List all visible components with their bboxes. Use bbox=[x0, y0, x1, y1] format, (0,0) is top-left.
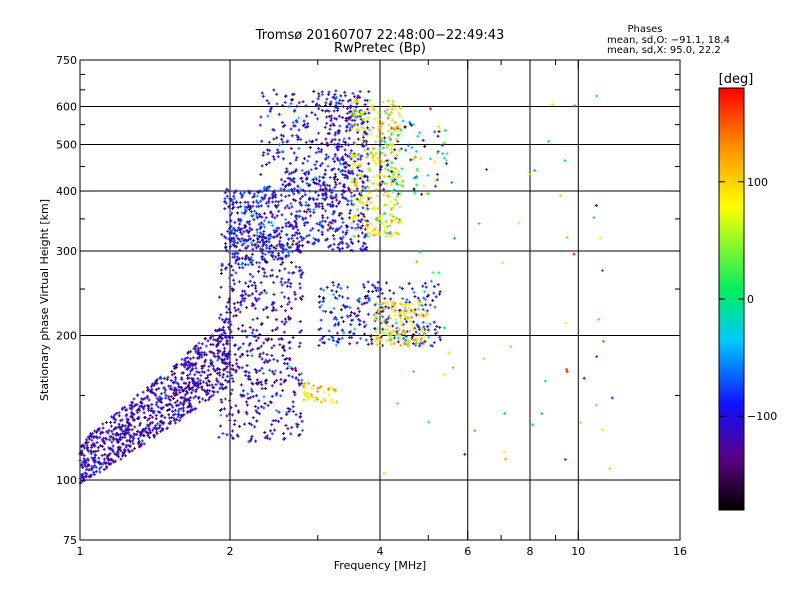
phase-stats-o: mean, sd,O: −91.1, 18.4 bbox=[607, 35, 730, 46]
chart-title-line2: RwPretec (Bp) bbox=[334, 41, 426, 56]
data-points bbox=[78, 88, 614, 485]
phase-stats-x: mean, sd,X: 95.0, 22.2 bbox=[607, 45, 721, 56]
chart-title-line1: Tromsø 20160707 22:48:00−22:49:43 bbox=[255, 28, 505, 43]
grid-lines bbox=[80, 60, 680, 540]
phase-stats-title: Phases bbox=[627, 24, 662, 35]
